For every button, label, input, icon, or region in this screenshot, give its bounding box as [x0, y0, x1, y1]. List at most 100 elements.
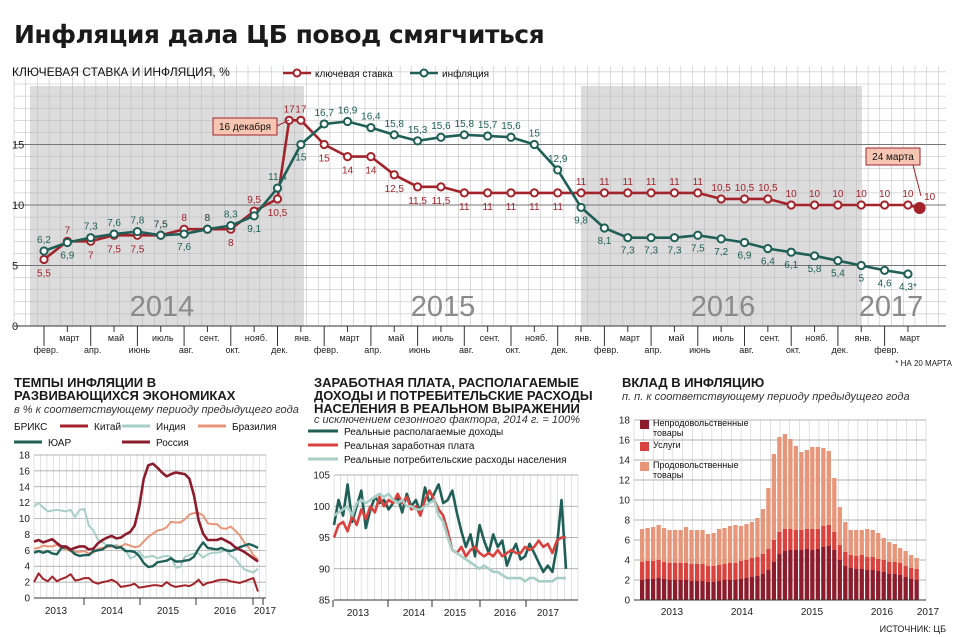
- x-tick-label: 2013: [45, 606, 68, 617]
- bar-segment: [777, 437, 782, 532]
- bar-segment: [821, 547, 826, 600]
- data-point: [880, 200, 890, 210]
- data-label: 7,5: [691, 243, 705, 254]
- data-label: 10,5: [268, 208, 288, 219]
- bar-segment: [705, 534, 711, 566]
- bar-segment: [661, 562, 667, 579]
- data-label: 11,5: [408, 196, 427, 207]
- x-tick-label: июль: [152, 333, 174, 343]
- series-line: [33, 462, 259, 563]
- em-inflation-title: ТЕМПЫ ИНФЛЯЦИИ В РАЗВИВАЮЩИХСЯ ЭКОНОМИКА…: [14, 375, 236, 403]
- y-tick-label: 10: [12, 200, 24, 212]
- data-label: 10: [786, 189, 798, 200]
- bar-segment: [782, 529, 788, 551]
- bar-segment: [744, 524, 749, 560]
- data-point: [132, 227, 142, 237]
- x-tick-label: июль: [432, 333, 454, 343]
- contrib-chart: 0 2 4 6 8 10 12 14 16 18 2013 2014 2015 2016 2017 Непро…: [619, 416, 940, 619]
- data-point: [319, 119, 329, 129]
- data-label: 11: [693, 177, 704, 188]
- y-tick-label: 12: [619, 476, 631, 487]
- data-label: 8,1: [597, 236, 611, 247]
- bar-segment: [826, 546, 831, 600]
- data-label: 11,4: [268, 172, 287, 183]
- y-tick-label: 8: [624, 516, 630, 527]
- bar-segment: [727, 563, 733, 580]
- bar-segment: [832, 478, 837, 532]
- bar-segment: [771, 540, 777, 562]
- y-tick-label: 10: [619, 496, 631, 507]
- bar-segment: [843, 552, 848, 566]
- callout-box-mar: [865, 147, 921, 166]
- data-label: 11: [553, 202, 564, 213]
- data-label: 4,3*: [899, 282, 917, 293]
- callout-pointer-mar: [912, 164, 922, 197]
- data-label: 7,6: [177, 242, 191, 253]
- footnote: * НА 20 МАРТА: [895, 359, 952, 368]
- bar-segment: [656, 525, 661, 560]
- bar-segment: [733, 563, 738, 580]
- y-tick-label: 12: [19, 498, 31, 509]
- bar-segment: [661, 579, 667, 600]
- data-point: [856, 200, 866, 210]
- bar-segment: [716, 581, 722, 600]
- bar-segment: [848, 555, 853, 568]
- data-point: [272, 183, 283, 193]
- y-tick-label: 0: [12, 321, 18, 333]
- data-point: [156, 230, 166, 240]
- data-label: 7,6: [107, 218, 121, 229]
- data-point: [296, 139, 306, 150]
- data-point: [366, 122, 376, 133]
- data-point: [903, 200, 913, 210]
- bar-segment: [755, 557, 760, 576]
- bar-segment: [826, 451, 831, 525]
- y-tick-label: 4: [24, 562, 30, 573]
- y-tick-label: 16: [19, 466, 31, 477]
- data-label: 15,7: [478, 120, 498, 131]
- x-tick-label: сент.: [199, 333, 219, 343]
- data-label: 7,5: [130, 244, 144, 255]
- data-label: 8: [205, 213, 211, 224]
- x-tick-label: февр.: [594, 345, 619, 355]
- key-rate-inflation-chart: 0 5 10 15 КЛЮЧЕВАЯ СТАВКА И ИНФЛЯЦИЯ, % ключе…: [12, 65, 953, 368]
- wages-chart: 85 90 95 100 105 2013 2014 2015 2016 2017 Реальные…: [308, 427, 579, 619]
- bar-segment: [683, 580, 689, 600]
- data-label: 12,9: [548, 154, 568, 165]
- bar-segment: [749, 522, 755, 558]
- data-label: 15,3: [408, 125, 428, 136]
- data-point: [739, 237, 750, 248]
- bar-segment: [793, 530, 799, 550]
- data-label: 10: [879, 189, 891, 200]
- bar-segment: [678, 530, 683, 563]
- data-point: [786, 247, 796, 257]
- data-label: 5,8: [808, 264, 822, 275]
- bar-segment: [782, 434, 788, 529]
- data-point: [62, 237, 72, 248]
- y-tick-label: 8: [24, 530, 30, 541]
- page-title: Инфляция дала ЦБ повод смягчиться: [14, 20, 545, 49]
- data-label: 7,3: [621, 246, 635, 257]
- bar-segment: [892, 544, 897, 562]
- bar-segment: [661, 528, 667, 562]
- bar-segment: [749, 577, 755, 600]
- bar-segment: [689, 530, 694, 564]
- bar-segment: [821, 448, 826, 526]
- em-inflation-subtitle: в % к соответствующему периоду предыдуще…: [14, 404, 299, 416]
- bar-segment: [645, 579, 650, 600]
- bar-segment: [832, 532, 837, 550]
- bar-segment: [914, 558, 919, 569]
- data-label: 6,9: [60, 251, 74, 262]
- data-label: 10: [856, 189, 868, 200]
- bar-segment: [799, 452, 804, 530]
- bar-segment: [826, 525, 831, 546]
- y-tick-label: 90: [319, 564, 331, 575]
- bar-segment: [640, 580, 645, 600]
- x-tick-label: янв.: [294, 333, 311, 343]
- data-label: 7: [65, 225, 71, 236]
- bar-segment: [640, 562, 645, 580]
- bar-segment: [892, 574, 897, 600]
- bar-segment: [810, 447, 815, 529]
- data-label: 9,8: [574, 215, 588, 226]
- bar-segment: [700, 530, 705, 564]
- y-tick-label: 18: [19, 451, 31, 462]
